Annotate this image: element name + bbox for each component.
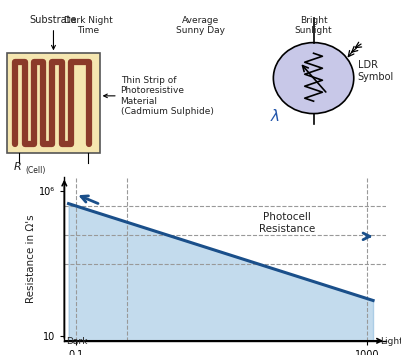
Text: (Cell): (Cell) bbox=[25, 166, 46, 175]
Text: R: R bbox=[13, 162, 21, 173]
Text: Thin Strip of
Photoresistive
Material
(Cadmium Sulphide): Thin Strip of Photoresistive Material (C… bbox=[103, 76, 213, 116]
FancyBboxPatch shape bbox=[7, 53, 99, 153]
Text: Bright
Sunlight: Bright Sunlight bbox=[294, 16, 332, 36]
Text: Substrate: Substrate bbox=[30, 15, 77, 49]
Text: Average
Sunny Day: Average Sunny Day bbox=[176, 16, 225, 36]
Y-axis label: Resistance in Ω's: Resistance in Ω's bbox=[26, 215, 36, 304]
Text: Photocell
Resistance: Photocell Resistance bbox=[259, 212, 315, 234]
Text: Dark: Dark bbox=[65, 337, 87, 346]
Text: Dark Night
Time: Dark Night Time bbox=[64, 16, 113, 36]
Text: Light: Light bbox=[379, 337, 401, 346]
Text: LDR
Symbol: LDR Symbol bbox=[357, 60, 393, 82]
Text: λ: λ bbox=[270, 109, 279, 124]
Circle shape bbox=[273, 43, 353, 114]
